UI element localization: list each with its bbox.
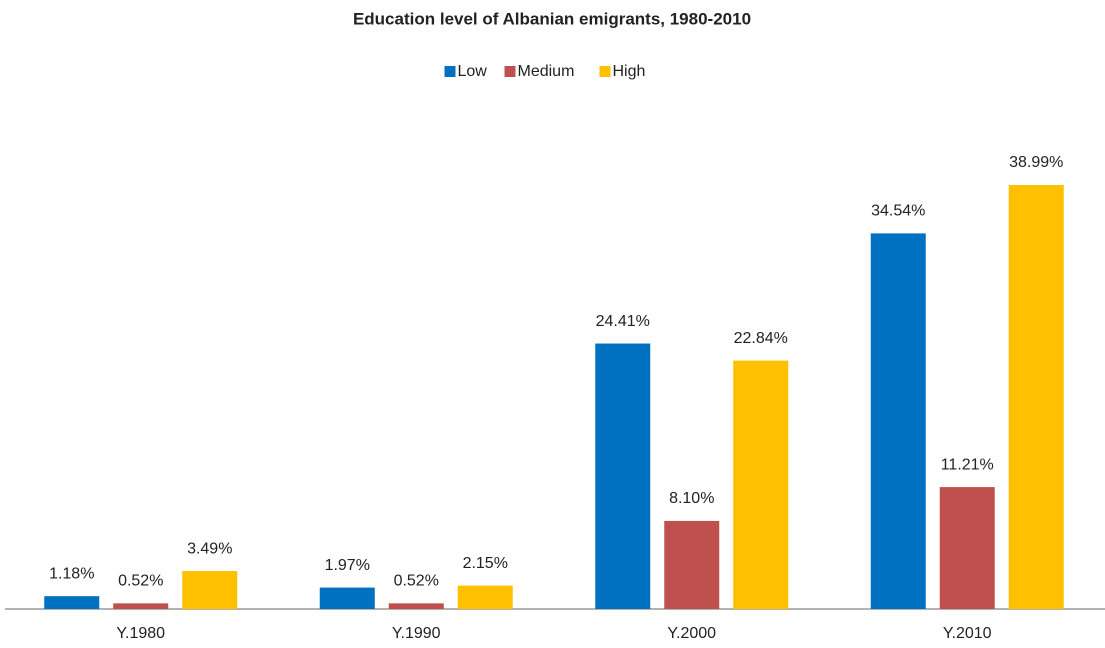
bar <box>319 587 375 609</box>
bar <box>388 603 444 609</box>
legend-swatch <box>444 66 456 77</box>
data-label: 38.99% <box>1009 154 1063 171</box>
data-label: 0.52% <box>394 573 439 590</box>
bar <box>182 571 238 609</box>
x-tick-label: Y.1990 <box>392 625 441 642</box>
bar <box>1008 185 1064 609</box>
bar <box>733 360 789 609</box>
bar <box>664 520 720 609</box>
data-label: 24.41% <box>596 313 650 330</box>
data-label: 8.10% <box>669 490 714 507</box>
bar <box>939 487 995 609</box>
bar <box>457 585 513 609</box>
x-tick-label: Y.2000 <box>667 625 716 642</box>
data-label: 1.18% <box>49 565 94 582</box>
legend-label: Low <box>458 63 488 80</box>
legend-swatch <box>504 66 516 77</box>
bar <box>595 343 651 609</box>
legend-label: Medium <box>518 63 575 80</box>
legend-swatch <box>599 66 611 77</box>
legend-label: High <box>613 63 646 80</box>
data-label: 1.97% <box>325 557 370 574</box>
data-label: 0.52% <box>118 573 163 590</box>
chart-title: Education level of Albanian emigrants, 1… <box>353 9 751 28</box>
data-label: 2.15% <box>463 555 508 572</box>
data-label: 3.49% <box>187 540 232 557</box>
x-tick-label: Y.1980 <box>116 625 165 642</box>
bar <box>870 233 926 609</box>
bar <box>44 596 100 609</box>
data-label: 11.21% <box>941 456 994 473</box>
data-label: 34.54% <box>871 203 925 220</box>
bar <box>113 603 169 609</box>
data-label: 22.84% <box>734 330 788 347</box>
x-tick-label: Y.2010 <box>943 625 992 642</box>
